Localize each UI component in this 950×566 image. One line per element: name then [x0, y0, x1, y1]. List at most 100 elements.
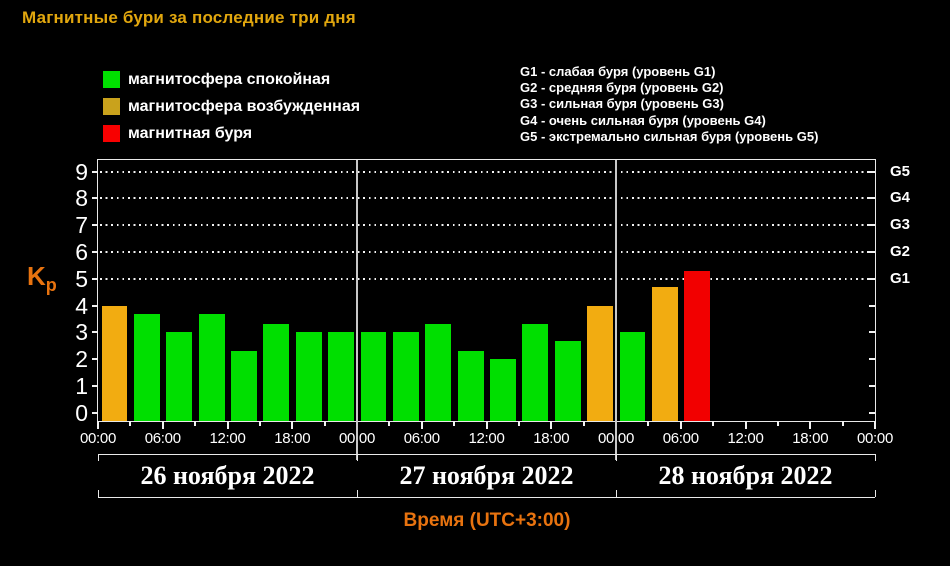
legend-label: магнитосфера возбужденная [128, 97, 361, 115]
x-axis-tick [291, 421, 294, 429]
date-bracket-tick [357, 454, 358, 461]
storm-level-g4: G4 - очень сильная буря (уровень G4) [520, 112, 766, 128]
y-axis-label: 9 [75, 158, 88, 185]
x-axis-tick [550, 421, 553, 429]
x-axis-tick [323, 421, 326, 426]
kp-bar [295, 332, 322, 421]
x-axis-time-label: 12:00 [209, 430, 246, 447]
x-axis-time-label: 18:00 [533, 430, 570, 447]
date-bracket-line [98, 497, 875, 498]
kp-bar [457, 351, 484, 421]
date-bracket-tick [357, 490, 358, 497]
y-axis-label: 2 [75, 346, 88, 373]
legend: магнитосфера спокойная магнитосфера возб… [103, 66, 360, 147]
kp-bar [328, 332, 354, 421]
y-axis-tick [92, 170, 98, 173]
kp-bar [263, 324, 290, 421]
kp-bar [425, 324, 452, 421]
x-axis-time-label: 00:00 [79, 430, 117, 447]
y-axis-title-kp: Kp [27, 261, 57, 295]
x-axis-time-label: 06:00 [662, 430, 699, 447]
x-axis-tick [582, 421, 585, 426]
y-axis-tick-right [869, 358, 875, 361]
x-axis-tick [776, 421, 779, 426]
kp-bar [554, 340, 581, 421]
x-axis-tick [453, 421, 456, 426]
legend-item-excited: магнитосфера возбужденная [103, 93, 360, 120]
y-axis-tick-right [869, 304, 875, 307]
kp-bar [101, 305, 128, 421]
date-bracket-tick [616, 490, 617, 497]
legend-item-quiet: магнитосфера спокойная [103, 66, 360, 93]
date-bracket-tick [98, 454, 99, 461]
y-axis-label: 3 [75, 319, 88, 346]
y-axis-tick-right [869, 277, 875, 280]
date-bracket-tick [98, 490, 99, 497]
date-bracket-tick [616, 454, 617, 461]
legend-label: магнитная буря [128, 124, 253, 142]
y-axis-label: 6 [75, 239, 88, 265]
x-axis-tick [194, 421, 197, 426]
kp-bar [166, 332, 193, 421]
y-axis-tick-right [869, 224, 875, 227]
y-axis-tick [92, 197, 98, 200]
date-bracket-line [98, 454, 875, 455]
x-axis-tick [420, 421, 423, 429]
y-axis-label: 8 [75, 185, 88, 212]
y-axis-tick-right [869, 331, 875, 334]
gridline-kp5 [100, 277, 873, 280]
gridline-kp8 [100, 197, 873, 200]
y-axis-label: 1 [75, 373, 88, 400]
date-bracket-tick [875, 454, 876, 461]
y-axis-label: 0 [75, 399, 88, 426]
y-axis-tick-right [869, 411, 875, 414]
x-axis-tick [97, 421, 99, 429]
page-title: Магнитные бури за последние три дня [22, 8, 356, 27]
x-axis-tick [258, 421, 261, 426]
date-bracket-tick [875, 490, 876, 497]
x-axis-time-label: 18:00 [274, 430, 311, 447]
kp-bar [651, 286, 678, 421]
kp-bar [198, 313, 225, 421]
kp-bar [522, 324, 549, 421]
gridline-kp7 [100, 224, 873, 227]
plot-area [97, 159, 876, 422]
y-axis-tick-right [869, 251, 875, 253]
y-axis-tick [92, 331, 98, 334]
g-level-label: G2 [890, 243, 911, 260]
y-axis-label: 7 [75, 212, 88, 239]
y-axis-label: 4 [75, 292, 88, 319]
kp-bar [360, 332, 387, 421]
x-axis-tick [712, 421, 715, 426]
storm-level-g5: G5 - экстремально сильная буря (уровень … [520, 128, 819, 144]
kp-bar [231, 351, 257, 421]
y-axis-tick-right [869, 385, 875, 388]
x-axis-time-label: 06:00 [144, 430, 181, 447]
x-axis-title: Время (UTC+3:00) [403, 510, 571, 531]
x-axis-tick [517, 421, 520, 426]
x-axis-tick [809, 421, 812, 429]
storm-level-g2: G2 - средняя буря (уровень G2) [520, 80, 724, 96]
day-boundary-line [615, 160, 617, 460]
x-axis-tick [485, 421, 488, 429]
gridline-kp6 [100, 251, 873, 253]
x-axis-time-label: 18:00 [792, 430, 829, 447]
g-level-label: G5 [890, 162, 911, 180]
y-axis-tick-right [869, 170, 875, 173]
y-axis-label: 5 [75, 265, 88, 292]
x-axis-tick [647, 421, 650, 426]
kp-bar [619, 332, 646, 421]
kp-bar [490, 359, 516, 421]
y-axis-tick [92, 358, 98, 361]
date-label: 27 ноября 2022 [399, 461, 574, 490]
x-axis-tick [226, 421, 229, 429]
g-level-label: G1 [890, 269, 911, 287]
x-axis-tick [388, 421, 391, 426]
x-axis-tick [841, 421, 844, 426]
y-axis-tick [92, 385, 98, 388]
excited-color-swatch [103, 98, 120, 115]
x-axis-tick [874, 421, 876, 429]
gridline-kp9 [100, 170, 873, 173]
y-axis-tick-right [869, 197, 875, 200]
